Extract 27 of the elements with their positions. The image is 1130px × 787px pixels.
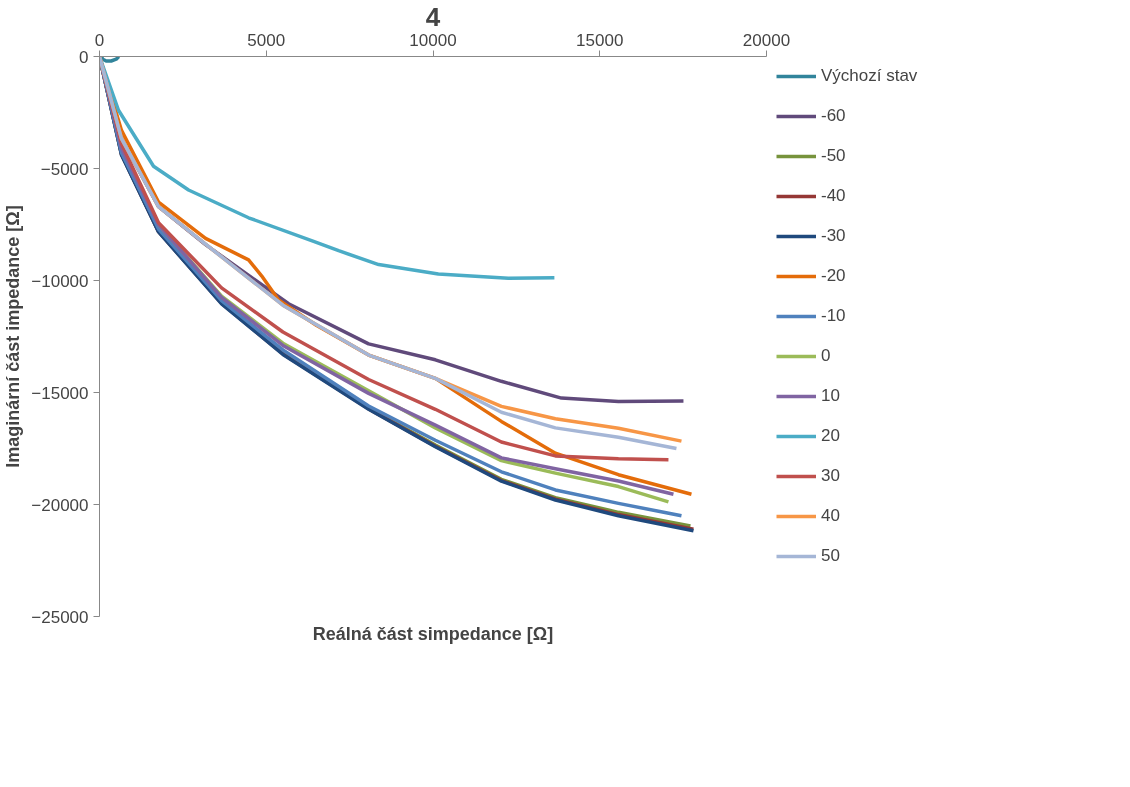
legend-label: -20 [821,266,846,286]
x-tick-label: 10000 [409,30,457,50]
legend-label: -60 [821,106,846,126]
legend-label: -50 [821,146,846,166]
y-tick-label: −10000 [31,271,89,291]
legend-label: Výchozí stav [821,66,918,86]
legend-label: 10 [821,386,841,406]
y-tick-label: −20000 [31,495,89,515]
x-tick-label: 5000 [247,30,286,50]
y-axis-title: Imaginární část impedance [Ω] [3,205,24,468]
legend-label: 0 [821,346,832,366]
legend-label: 40 [821,506,841,526]
x-tick-label: 0 [94,30,105,50]
y-tick-label: −5000 [40,159,89,179]
x-axis-title: Reálná část simpedance [Ω] [312,623,554,644]
y-tick-label: −15000 [31,383,89,403]
x-tick-label: 20000 [742,30,791,50]
legend-label: -40 [821,186,846,206]
y-tick-label: −25000 [31,607,89,627]
legend-label: -10 [821,306,846,326]
y-tick-label: 0 [79,47,89,67]
legend-label: 30 [821,466,841,486]
chart-title: 4 [425,1,441,32]
x-tick-label: 15000 [576,30,624,50]
legend-label: 20 [821,426,841,446]
legend-label: -30 [821,226,846,246]
legend-label: 50 [821,546,841,566]
